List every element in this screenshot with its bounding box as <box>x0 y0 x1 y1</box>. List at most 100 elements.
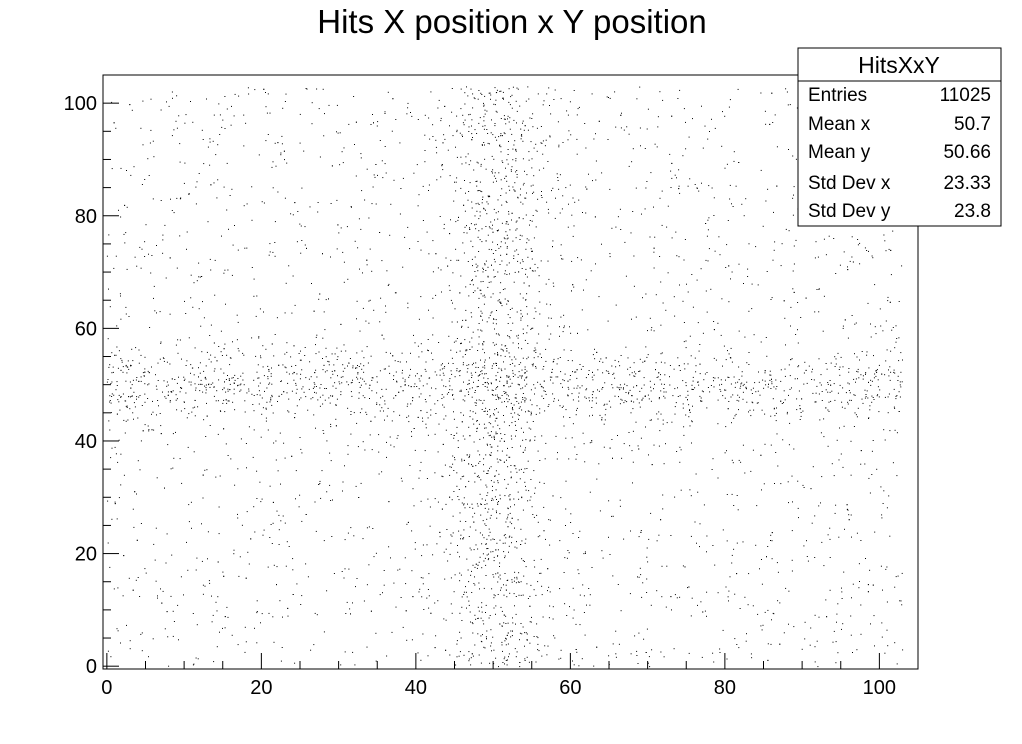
data-point <box>491 588 493 590</box>
data-point <box>762 225 764 227</box>
data-point <box>344 651 346 653</box>
data-point <box>881 517 883 519</box>
data-point <box>510 170 512 172</box>
data-point <box>706 311 708 313</box>
data-point <box>527 500 529 502</box>
data-point <box>543 530 545 532</box>
data-point <box>534 566 536 568</box>
data-point <box>497 199 499 201</box>
data-point <box>128 316 130 317</box>
data-point <box>549 591 551 593</box>
data-point <box>456 472 458 474</box>
data-point <box>362 441 364 443</box>
data-point <box>288 373 290 375</box>
data-point <box>853 378 855 380</box>
data-point <box>218 533 220 535</box>
data-point <box>506 580 508 581</box>
data-point <box>524 542 526 544</box>
data-point <box>508 101 510 103</box>
data-point <box>341 382 343 384</box>
data-point <box>460 389 462 391</box>
data-point <box>685 121 686 123</box>
data-point <box>682 155 684 157</box>
data-point <box>362 272 363 274</box>
data-point <box>173 621 175 622</box>
data-point <box>586 388 588 390</box>
data-point <box>179 143 181 145</box>
data-point <box>569 101 571 103</box>
data-point <box>308 388 310 390</box>
data-point <box>316 88 318 90</box>
data-point <box>868 417 870 419</box>
data-point <box>328 397 330 399</box>
data-point <box>525 299 527 301</box>
data-point <box>886 601 888 603</box>
data-point <box>870 623 871 625</box>
data-point <box>482 348 484 350</box>
data-point <box>543 390 545 392</box>
data-point <box>561 208 563 210</box>
data-point <box>549 136 551 138</box>
data-point <box>400 477 402 479</box>
data-point <box>324 113 325 115</box>
data-point <box>701 105 702 107</box>
data-point <box>690 355 692 357</box>
data-point <box>481 503 482 505</box>
data-point <box>773 211 774 213</box>
data-point <box>485 270 487 271</box>
data-point <box>539 412 541 414</box>
data-point <box>714 250 716 252</box>
data-point <box>228 378 230 380</box>
data-point <box>357 378 359 380</box>
data-point <box>604 419 606 421</box>
data-point <box>562 405 564 407</box>
data-point <box>471 653 473 655</box>
data-point <box>570 513 572 515</box>
data-point <box>357 372 359 373</box>
data-point <box>111 101 113 103</box>
data-point <box>483 208 485 210</box>
data-point <box>370 610 372 612</box>
data-point <box>508 88 510 90</box>
data-point <box>482 295 484 297</box>
data-point <box>246 392 248 394</box>
data-point <box>120 453 122 455</box>
data-point <box>386 441 387 443</box>
data-point <box>776 407 777 409</box>
data-point <box>465 156 467 158</box>
data-point <box>471 364 473 366</box>
data-point <box>726 494 728 495</box>
data-point <box>628 432 630 433</box>
data-point <box>442 404 444 406</box>
data-point <box>721 383 723 385</box>
data-point <box>460 390 462 392</box>
data-point <box>413 172 415 174</box>
data-point <box>310 649 312 651</box>
data-point <box>495 177 497 179</box>
data-point <box>560 244 562 246</box>
data-point <box>480 310 482 312</box>
data-point <box>492 293 494 295</box>
data-point <box>375 632 377 634</box>
data-point <box>514 421 516 422</box>
data-point <box>199 362 201 364</box>
data-point <box>814 401 816 403</box>
data-point <box>495 110 497 112</box>
data-point <box>304 226 306 228</box>
data-point <box>511 212 513 214</box>
data-point <box>148 372 150 374</box>
data-point <box>591 441 593 443</box>
data-point <box>608 372 610 374</box>
data-point <box>466 607 467 609</box>
data-point <box>499 440 501 442</box>
data-point <box>176 95 178 97</box>
data-point <box>772 398 774 400</box>
data-point <box>646 578 648 580</box>
data-point <box>376 125 378 127</box>
data-point <box>643 384 645 386</box>
data-point <box>814 614 816 616</box>
data-point <box>534 439 536 441</box>
data-point <box>539 408 541 410</box>
data-point <box>525 632 527 634</box>
data-point <box>479 454 481 456</box>
